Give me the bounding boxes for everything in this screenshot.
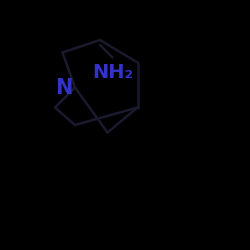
Text: NH₂: NH₂ <box>92 63 133 82</box>
Text: N: N <box>55 78 72 98</box>
